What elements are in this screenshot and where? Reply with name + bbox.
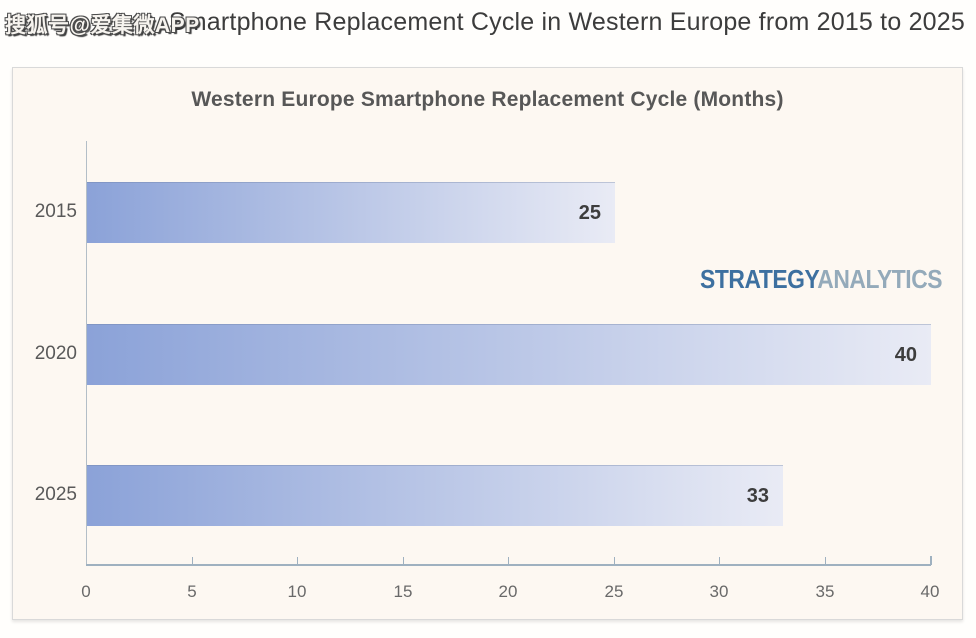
bar: 25 — [87, 182, 615, 243]
x-axis-tick-label: 30 — [709, 582, 729, 601]
y-axis-line — [86, 141, 87, 565]
x-axis-tick-label: 20 — [498, 582, 518, 601]
x-axis-tick-label: 40 — [920, 582, 940, 601]
chart-title: Western Europe Smartphone Replacement Cy… — [191, 88, 784, 111]
bar-row: 2015 25 — [35, 182, 931, 243]
x-axis-tick — [508, 557, 509, 565]
x-axis-line — [86, 564, 931, 566]
category-label: 2025 — [34, 484, 77, 505]
category-label: 2020 — [34, 343, 77, 364]
watermark: 搜狐号@爱集微APP — [5, 14, 200, 37]
bar: 33 — [87, 465, 783, 526]
page-title: Smartphone Replacement Cycle in Western … — [168, 8, 965, 36]
bar-value-label: 25 — [578, 201, 601, 224]
bar: 40 — [87, 324, 931, 385]
x-axis-tick-label: 15 — [393, 582, 413, 601]
bar-value-label: 40 — [894, 343, 917, 366]
x-axis-tick-label: 35 — [815, 582, 835, 601]
bar-value-label: 33 — [746, 484, 769, 507]
x-axis-tick — [297, 557, 298, 565]
plot-area: 2015 25 2020 40 2025 33 0 5 10 15 20 25 30 35 40 — [35, 141, 939, 638]
x-axis-tick-label: 25 — [604, 582, 624, 601]
x-axis-tick-label: 5 — [187, 582, 197, 601]
bar-row: 2025 33 — [35, 465, 931, 526]
x-axis-tick — [930, 556, 932, 565]
x-axis-tick-label: 0 — [81, 582, 91, 601]
x-axis-tick — [825, 557, 826, 565]
x-axis-tick — [403, 557, 404, 565]
x-axis-tick — [719, 557, 720, 565]
x-axis-tick — [192, 557, 193, 565]
bar-row: 2020 40 — [35, 324, 931, 385]
logo-text-analytics: ANALYTICS — [817, 264, 943, 294]
x-axis-tick — [614, 557, 615, 565]
chart-panel: Western Europe Smartphone Replacement Cy… — [12, 67, 963, 620]
strategy-analytics-logo: STRATEGYANALYTICS — [700, 264, 943, 295]
logo-text-strategy: STRATEGY — [700, 264, 818, 294]
category-label: 2015 — [34, 201, 77, 222]
x-axis-tick-label: 10 — [287, 582, 307, 601]
